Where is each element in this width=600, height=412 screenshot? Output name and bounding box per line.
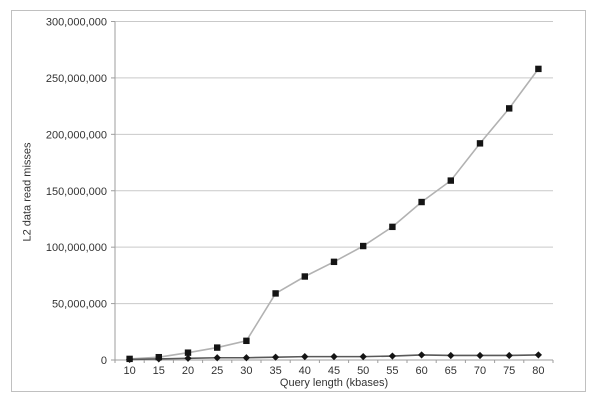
x-tick-label: 15	[153, 365, 165, 377]
x-tick-label: 20	[182, 365, 194, 377]
x-tick-label: 50	[357, 365, 369, 377]
y-tick-label: 0	[101, 355, 107, 367]
x-tick-label: 65	[445, 365, 457, 377]
x-tick-label: 30	[240, 365, 252, 377]
y-tick-label: 100,000,000	[46, 242, 107, 254]
data-point-diamond	[476, 351, 484, 360]
data-point-square	[506, 105, 513, 112]
x-tick-label: 55	[386, 365, 398, 377]
x-tick-label: 80	[532, 365, 544, 377]
x-tick-label: 45	[328, 365, 340, 377]
y-tick-label: 50,000,000	[52, 299, 107, 311]
x-tick-label: 70	[474, 365, 486, 377]
data-point-square	[214, 344, 221, 351]
chart-frame	[11, 10, 586, 392]
data-point-square	[447, 177, 454, 184]
data-point-square	[243, 337, 250, 345]
y-tick-label: 200,000,000	[46, 129, 107, 141]
x-tick-label: 10	[123, 365, 135, 377]
data-point-square	[418, 198, 425, 206]
data-point-diamond	[534, 351, 542, 359]
data-point-square	[184, 349, 192, 356]
x-tick-label: 35	[269, 365, 281, 377]
y-axis-title-text: L2 data read misses	[22, 142, 34, 242]
data-point-diamond	[388, 352, 396, 360]
data-point-diamond	[184, 354, 192, 362]
data-point-diamond	[301, 353, 309, 361]
data-point-diamond	[126, 355, 134, 364]
data-point-diamond	[242, 354, 250, 362]
data-point-diamond	[447, 351, 455, 360]
x-tick-label: 25	[211, 365, 223, 377]
y-axis-title: L2 data read misses	[21, 0, 35, 412]
data-point-diamond	[505, 351, 513, 360]
data-point-square	[389, 223, 396, 231]
data-point-diamond	[213, 354, 221, 362]
y-tick-label: 250,000,000	[46, 73, 107, 85]
data-point-diamond	[272, 353, 280, 361]
x-axis-title: Query length (kbases)	[279, 377, 389, 389]
data-point-diamond	[330, 353, 338, 361]
y-tick-label: 150,000,000	[46, 186, 107, 198]
x-tick-label: 40	[299, 365, 311, 377]
data-point-square	[476, 140, 484, 147]
data-point-square	[301, 273, 308, 280]
y-tick-label: 300,000,000	[46, 17, 107, 29]
data-point-square	[535, 65, 542, 73]
x-tick-label: 75	[503, 365, 515, 377]
data-point-square	[360, 242, 367, 250]
data-point-diamond	[418, 351, 426, 359]
data-point-square	[272, 290, 279, 297]
data-point-square	[330, 258, 338, 266]
x-tick-label: 60	[415, 365, 427, 377]
data-point-diamond	[359, 353, 367, 361]
series-line-square-marker-series	[129, 68, 540, 360]
data-point-diamond	[155, 355, 163, 363]
